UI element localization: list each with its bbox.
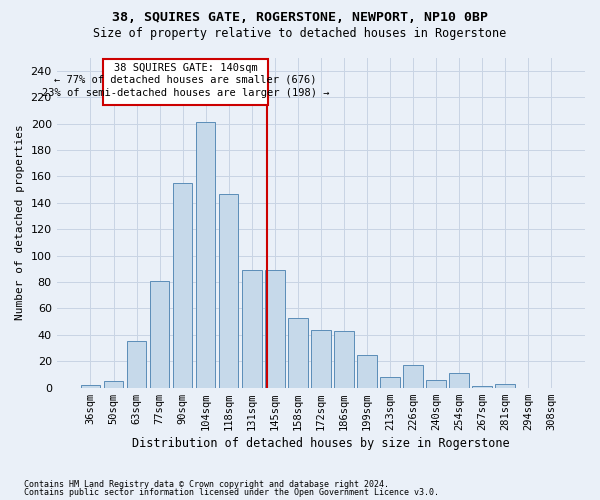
Bar — [127, 342, 146, 388]
Bar — [288, 318, 308, 388]
Text: Contains public sector information licensed under the Open Government Licence v3: Contains public sector information licen… — [24, 488, 439, 497]
Bar — [311, 330, 331, 388]
Bar — [265, 270, 284, 388]
Bar — [403, 365, 423, 388]
Text: Contains HM Land Registry data © Crown copyright and database right 2024.: Contains HM Land Registry data © Crown c… — [24, 480, 389, 489]
X-axis label: Distribution of detached houses by size in Rogerstone: Distribution of detached houses by size … — [132, 437, 509, 450]
Bar — [380, 377, 400, 388]
FancyBboxPatch shape — [103, 59, 268, 105]
Text: ← 77% of detached houses are smaller (676): ← 77% of detached houses are smaller (67… — [54, 75, 317, 85]
Bar — [173, 183, 193, 388]
Bar — [80, 385, 100, 388]
Text: 38 SQUIRES GATE: 140sqm: 38 SQUIRES GATE: 140sqm — [113, 63, 257, 73]
Y-axis label: Number of detached properties: Number of detached properties — [15, 124, 25, 320]
Bar — [449, 373, 469, 388]
Bar — [334, 331, 353, 388]
Text: 38, SQUIRES GATE, ROGERSTONE, NEWPORT, NP10 0BP: 38, SQUIRES GATE, ROGERSTONE, NEWPORT, N… — [112, 11, 488, 24]
Bar — [196, 122, 215, 388]
Bar — [496, 384, 515, 388]
Text: 23% of semi-detached houses are larger (198) →: 23% of semi-detached houses are larger (… — [41, 88, 329, 98]
Bar — [104, 381, 123, 388]
Bar — [150, 280, 169, 388]
Text: Size of property relative to detached houses in Rogerstone: Size of property relative to detached ho… — [94, 28, 506, 40]
Bar — [242, 270, 262, 388]
Bar — [426, 380, 446, 388]
Bar — [472, 386, 492, 388]
Bar — [357, 354, 377, 388]
Bar — [219, 194, 238, 388]
